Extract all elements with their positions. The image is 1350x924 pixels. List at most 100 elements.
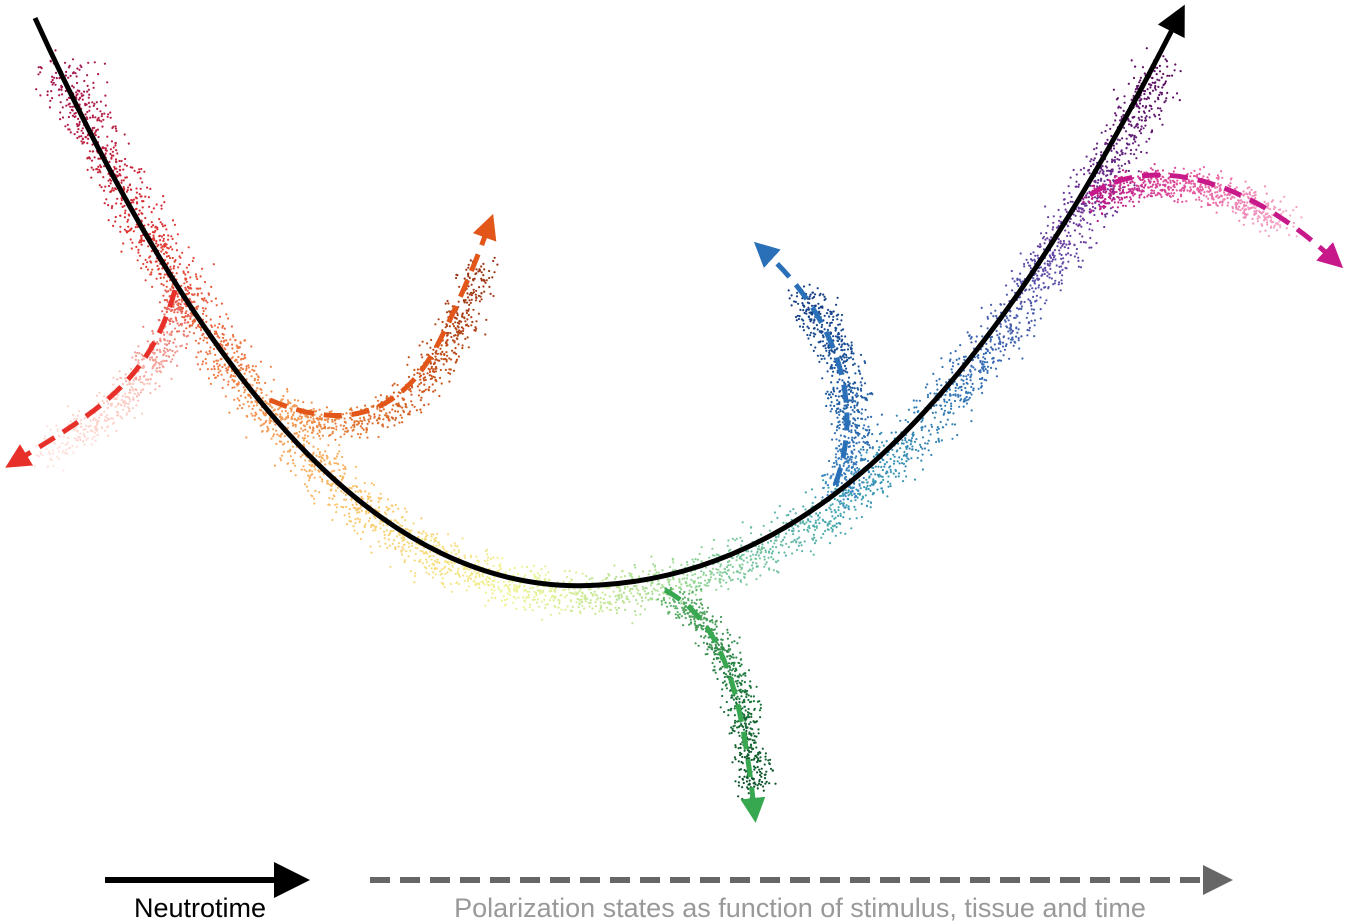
cell-dot [229, 338, 232, 341]
cell-dot [719, 581, 722, 584]
cell-dot [1020, 335, 1023, 338]
cell-dot [385, 529, 388, 532]
cell-dot [93, 156, 96, 159]
cell-dot [1107, 169, 1110, 172]
cell-dot [124, 157, 127, 161]
cell-dot [122, 242, 125, 245]
cell-dot [162, 349, 165, 352]
cell-dot [1058, 281, 1061, 284]
cell-dot [153, 351, 156, 354]
cell-dot [1040, 288, 1043, 291]
cell-dot [200, 292, 203, 295]
cell-dot [108, 160, 111, 163]
cell-dot [486, 576, 489, 579]
cell-dot [1010, 338, 1013, 341]
cell-dot [1003, 348, 1007, 351]
cell-dot [86, 110, 89, 114]
cell-dot [1137, 144, 1140, 147]
cell-dot [492, 584, 495, 587]
cell-dot [655, 571, 658, 574]
cell-dot [166, 339, 169, 342]
cell-dot [117, 174, 120, 177]
cell-dot [187, 246, 190, 249]
cell-dot [250, 375, 253, 378]
cell-dot [1005, 343, 1008, 346]
cell-dot [547, 578, 550, 582]
cell-dot [1017, 339, 1020, 342]
cell-dot [605, 606, 609, 609]
cell-dot [335, 510, 338, 514]
cell-dot [432, 563, 435, 567]
cell-dot [397, 522, 400, 525]
cell-dot [291, 445, 295, 448]
cell-dot [224, 348, 227, 351]
cell-dot [698, 584, 701, 587]
cell-dot [112, 383, 115, 386]
cell-dot [286, 462, 289, 465]
cell-dot [899, 447, 902, 450]
cell-dot [950, 405, 953, 408]
cell-dot [635, 599, 638, 602]
cell-dot [105, 198, 108, 201]
cell-dot [91, 430, 94, 433]
cell-dot [768, 568, 771, 571]
cell-dot [972, 366, 975, 369]
cell-dot [1047, 216, 1050, 219]
cell-dot [558, 612, 561, 615]
cell-dot [391, 542, 394, 546]
cell-dot [485, 578, 488, 581]
cell-dot [385, 506, 388, 509]
cell-dot [589, 588, 592, 591]
cell-dot [171, 358, 174, 361]
cell-dot [169, 245, 172, 248]
cell-dot [962, 400, 965, 403]
cell-dot [1066, 225, 1070, 228]
cell-dot [199, 287, 202, 290]
cell-dot [807, 530, 810, 533]
cell-dot [144, 279, 147, 282]
cell-dot [740, 568, 743, 571]
cell-dot [193, 319, 197, 322]
cell-dot [227, 380, 230, 383]
cell-dot [150, 373, 153, 376]
cell-dot [887, 475, 890, 478]
cell-dot [1048, 276, 1051, 279]
cell-dot [1143, 92, 1146, 96]
cell-dot [428, 555, 431, 558]
cell-dot [792, 529, 795, 533]
cell-dot [129, 388, 132, 391]
cell-dot [121, 395, 124, 398]
cell-dot [1138, 129, 1141, 133]
cell-dot [1036, 274, 1039, 277]
cell-dot [400, 524, 404, 528]
cell-dot [107, 434, 110, 437]
cell-dot [342, 428, 345, 431]
cell-dot [1009, 341, 1013, 344]
cell-dot [306, 421, 309, 424]
cell-dot [61, 93, 64, 96]
cell-dot [981, 376, 984, 380]
cell-dot [809, 550, 812, 553]
cell-dot [1073, 229, 1077, 232]
cell-dot [504, 583, 508, 587]
cell-dot [806, 518, 810, 521]
cell-dot [118, 165, 121, 168]
cell-dot [252, 369, 255, 372]
cell-dot [731, 537, 735, 540]
cell-dot [360, 490, 363, 494]
cell-dot [1010, 269, 1013, 273]
cell-dot [83, 90, 86, 93]
cell-dot [415, 542, 418, 545]
cell-dot [1077, 185, 1080, 188]
cell-dot [1049, 256, 1053, 259]
cell-dot [1028, 288, 1031, 291]
cell-dot [301, 454, 304, 457]
cell-dot [67, 103, 70, 106]
cell-dot [785, 532, 788, 535]
cell-dot [1047, 287, 1050, 290]
cell-dot [810, 515, 813, 518]
cell-dot [432, 390, 435, 393]
cell-dot [160, 207, 163, 210]
cell-dot [300, 468, 303, 471]
cell-dot [352, 506, 355, 509]
